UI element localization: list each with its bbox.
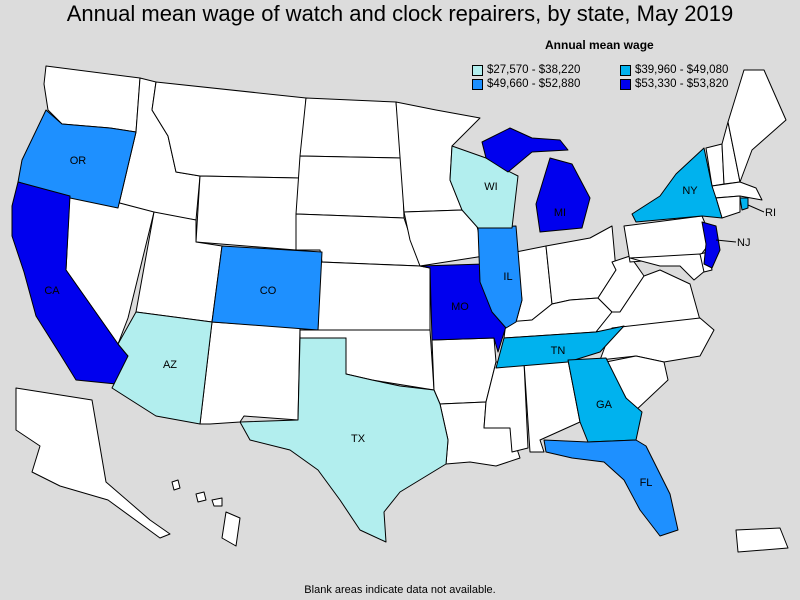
- state-IL: [477, 225, 523, 329]
- state-AK: [15, 387, 171, 539]
- state-NY: [631, 147, 723, 223]
- state-KS: [317, 261, 431, 331]
- leader-line-NJ: [715, 239, 737, 243]
- legend-swatch: [472, 64, 483, 76]
- legend-label: $39,960 - $49,080: [635, 64, 729, 76]
- state-FL: [543, 439, 679, 537]
- state-ME: [727, 69, 787, 183]
- legend-swatch: [620, 78, 631, 90]
- state-label-WI: WI: [484, 181, 497, 193]
- state-WY: [195, 175, 301, 251]
- state-HI: [171, 479, 241, 547]
- legend-label: $53,330 - $53,820: [635, 78, 729, 90]
- legend-label: $27,570 - $38,220: [487, 64, 581, 76]
- state-label-MI: MI: [554, 207, 566, 219]
- state-NM: [199, 321, 301, 425]
- map-title: Annual mean wage of watch and clock repa…: [66, 1, 734, 26]
- legend-item-tier-3: $49,660 - $52,880: [472, 78, 580, 90]
- legend-swatch: [472, 78, 483, 90]
- legend-title: Annual mean wage: [545, 38, 654, 52]
- state-RI: [739, 197, 749, 211]
- legend-item-tier-4: $53,330 - $53,820: [620, 78, 728, 90]
- state-label-NY: NY: [682, 185, 698, 197]
- state-GA: [567, 357, 643, 443]
- legend-swatch: [620, 64, 631, 76]
- state-CA: [11, 181, 129, 385]
- state-label-IL: IL: [503, 271, 512, 283]
- state-TN: [495, 325, 625, 369]
- state-ND: [299, 97, 403, 159]
- state-label-CO: CO: [260, 285, 277, 297]
- state-label-FL: FL: [640, 477, 653, 489]
- leader-line-RI: [747, 204, 765, 213]
- state-SD: [295, 155, 405, 219]
- legend-item-tier-1: $27,570 - $38,220: [472, 64, 580, 76]
- state-CO: [211, 245, 323, 331]
- state-MI-upper: [481, 127, 569, 173]
- state-label-TX: TX: [351, 433, 366, 445]
- state-AR: [431, 337, 497, 405]
- footnote: Blank areas indicate data not available.: [304, 584, 496, 596]
- state-label-OR: OR: [70, 155, 87, 167]
- territory-PR: [735, 527, 789, 553]
- state-label-GA: GA: [596, 399, 613, 411]
- state-TX: [239, 337, 449, 543]
- state-label-MO: MO: [451, 301, 469, 313]
- state-MT: [151, 81, 307, 179]
- state-label-TN: TN: [551, 345, 566, 357]
- state-label-AZ: AZ: [163, 359, 177, 371]
- state-label-CA: CA: [44, 285, 60, 297]
- legend-label: $49,660 - $52,880: [487, 78, 581, 90]
- legend-item-tier-2: $39,960 - $49,080: [620, 64, 728, 76]
- state-OR: [17, 109, 137, 209]
- state-NJ: [701, 221, 721, 269]
- state-AZ: [111, 311, 213, 425]
- state-label-RI: RI: [765, 207, 776, 219]
- state-MI: [535, 157, 591, 233]
- state-label-NJ: NJ: [737, 237, 750, 249]
